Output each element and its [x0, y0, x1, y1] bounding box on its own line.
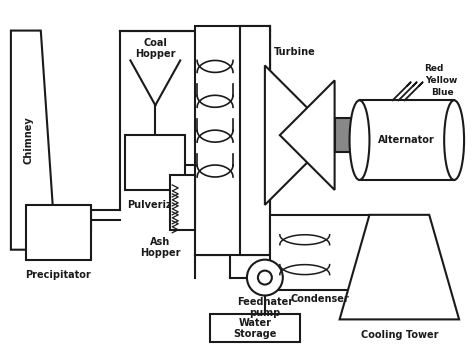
Ellipse shape	[444, 100, 464, 180]
Bar	[210, 315, 300, 342]
Bar	[359, 100, 454, 180]
Bar	[170, 175, 195, 230]
Text: Pulverizer: Pulverizer	[127, 200, 183, 210]
Polygon shape	[339, 215, 459, 319]
Text: Feednater
pump: Feednater pump	[237, 297, 293, 318]
Bar	[126, 135, 185, 190]
Polygon shape	[11, 30, 56, 250]
Text: Blue: Blue	[431, 88, 454, 97]
Polygon shape	[265, 65, 335, 205]
Circle shape	[258, 271, 272, 284]
Bar	[270, 215, 369, 290]
Text: Water
Storage: Water Storage	[233, 318, 277, 339]
Bar	[335, 118, 355, 152]
Bar	[195, 26, 270, 255]
Ellipse shape	[349, 100, 369, 180]
Polygon shape	[280, 80, 335, 190]
Bar	[26, 205, 91, 260]
Text: Condenser: Condenser	[290, 294, 349, 304]
Text: Red: Red	[425, 64, 444, 73]
Circle shape	[247, 260, 283, 295]
Text: Precipitator: Precipitator	[25, 270, 91, 280]
Text: Turbine: Turbine	[274, 47, 316, 57]
Text: Ash
Hopper: Ash Hopper	[140, 237, 181, 258]
Text: Alternator: Alternator	[378, 135, 435, 145]
Bar	[240, 26, 270, 255]
Text: Coal
Hopper: Coal Hopper	[135, 38, 175, 59]
Text: Chimney: Chimney	[24, 116, 34, 164]
Text: Yellow: Yellow	[425, 76, 457, 85]
Text: Cooling Tower: Cooling Tower	[361, 330, 438, 340]
